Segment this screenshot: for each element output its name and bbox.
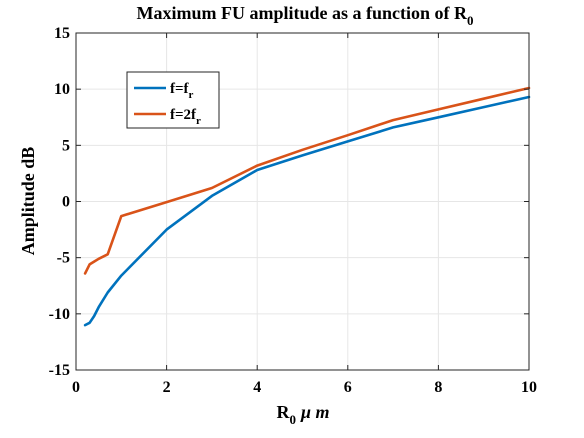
y-tick-label: -15 (49, 362, 70, 379)
legend-label-f-fr-subscript: r (189, 89, 194, 101)
legend-label-f-2fr-subscript: r (196, 115, 201, 127)
y-tick-label: 10 (54, 81, 70, 98)
chart-title-main: Maximum FU amplitude as a function of R (136, 3, 468, 23)
legend-box (126, 71, 220, 129)
tick-labels: 0 2 4 6 8 10 -15 -10 -5 0 5 10 15 (49, 25, 537, 396)
x-axis-label-main: R (276, 402, 290, 422)
x-tick-label: 2 (163, 379, 171, 396)
series-line-f-fr (83, 95, 531, 327)
legend: f=fr f=2fr (126, 71, 220, 129)
chart-title: Maximum FU amplitude as a function of R0 (136, 3, 473, 28)
x-tick-label: 8 (434, 379, 442, 396)
x-axis-label: R0 μ m (276, 402, 329, 427)
x-tick-label: 6 (344, 379, 352, 396)
series-line-f-2fr (83, 86, 531, 275)
y-tick-label: -5 (57, 250, 70, 267)
y-axis-label: Amplitude dB (18, 147, 38, 256)
y-tick-label: 5 (62, 137, 70, 154)
legend-label-f-fr: f=fr (170, 81, 194, 101)
legend-label-f-2fr-main: f=2f (170, 107, 197, 123)
ticks (75, 32, 530, 371)
x-tick-label: 4 (253, 379, 261, 396)
series-lines (83, 86, 531, 327)
y-tick-label: 0 (62, 194, 70, 211)
x-tick-label: 0 (72, 379, 80, 396)
y-tick-label: 15 (54, 25, 70, 42)
y-tick-label: -10 (49, 306, 70, 323)
chart-title-subscript: 0 (467, 13, 474, 28)
x-tick-label: 10 (521, 379, 537, 396)
x-axis-label-unit: μ m (300, 402, 330, 422)
x-axis-label-subscript: 0 (289, 412, 296, 427)
legend-label-f-2fr: f=2fr (170, 107, 201, 127)
legend-label-f-fr-main: f=f (170, 81, 190, 97)
